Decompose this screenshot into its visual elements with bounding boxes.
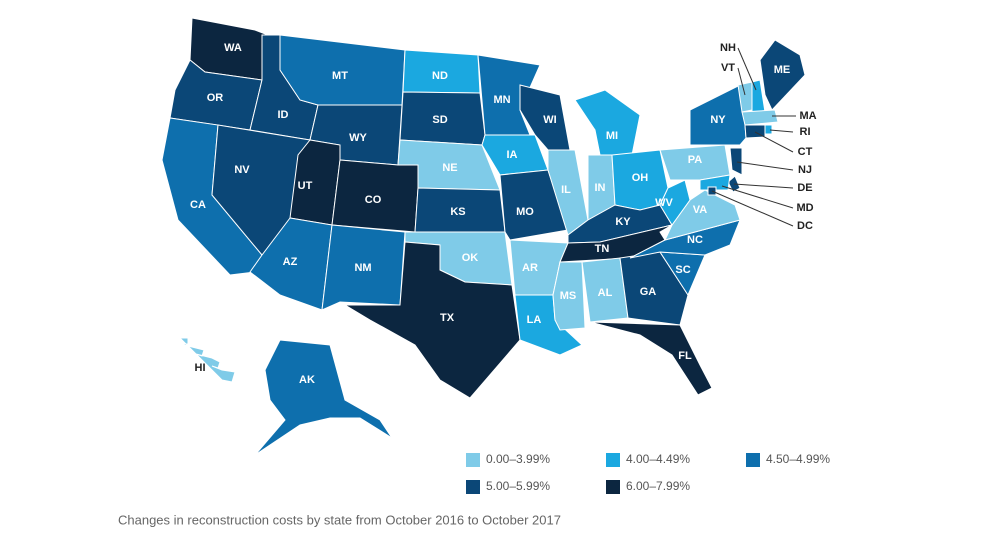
state-label: AL <box>598 287 613 299</box>
state-label: LA <box>527 314 542 326</box>
state-label: MS <box>560 290 577 302</box>
state-label: OH <box>632 172 649 184</box>
state-shape <box>178 337 236 383</box>
state-label: CT <box>798 146 813 158</box>
state-label: WA <box>224 42 242 54</box>
state-shape <box>559 224 673 263</box>
state-label: OK <box>462 252 479 264</box>
state-label: TN <box>595 243 610 255</box>
state-label: SD <box>432 114 447 126</box>
state-shape <box>343 241 521 399</box>
state-label: ID <box>278 109 289 121</box>
state-label: AK <box>299 374 315 386</box>
legend-swatch <box>466 480 480 494</box>
state-label: AZ <box>283 256 298 268</box>
leader-line <box>769 129 794 133</box>
state-label: UT <box>298 180 313 192</box>
state-label: DC <box>797 220 813 232</box>
legend-swatch <box>606 480 620 494</box>
legend-swatch <box>466 453 480 467</box>
state-label: NJ <box>798 164 812 176</box>
state-shape <box>741 109 779 126</box>
legend-swatch <box>746 453 760 467</box>
state-label: FL <box>678 350 692 362</box>
legend-label: 5.00–5.99% <box>486 479 550 493</box>
state-label: NY <box>710 114 726 126</box>
leader-line <box>721 185 794 209</box>
state-label: MN <box>493 94 510 106</box>
state-label: SC <box>675 264 690 276</box>
state-label: WI <box>543 114 556 126</box>
state-label: MI <box>606 130 618 142</box>
state-shape <box>477 54 541 136</box>
legend-label: 4.00–4.49% <box>626 452 690 466</box>
leader-line <box>736 161 794 171</box>
state-shape <box>729 147 743 176</box>
state-shape <box>759 39 806 111</box>
state-label: VT <box>721 62 735 74</box>
state-label: DE <box>797 182 812 194</box>
state-label: NV <box>234 164 250 176</box>
state-label: IN <box>595 182 606 194</box>
state-label: WV <box>655 197 673 209</box>
state-label: MA <box>799 110 816 122</box>
state-label: HI <box>195 362 206 374</box>
state-label: KY <box>615 216 631 228</box>
state-label: GA <box>640 286 657 298</box>
states <box>161 17 806 456</box>
state-shape <box>589 321 713 396</box>
leader-line <box>711 190 794 227</box>
state-label: WY <box>349 132 367 144</box>
state-label: PA <box>688 154 703 166</box>
state-labels: WA OR CA ID NV MT WY UT CO AZ NM ND SD NE KS OK TX MN IA MO… <box>190 42 817 386</box>
caption: Changes in reconstruction costs by state… <box>118 512 561 527</box>
state-label: VA <box>693 204 708 216</box>
state-shape <box>764 124 773 135</box>
leader-line <box>754 131 794 153</box>
state-label: OR <box>207 92 224 104</box>
state-label: AR <box>522 262 538 274</box>
leader-line <box>733 183 794 189</box>
state-label: MO <box>516 206 534 218</box>
state-label: ME <box>774 64 791 76</box>
state-label: RI <box>800 126 811 138</box>
leader-line <box>737 67 746 96</box>
state-label: ND <box>432 70 448 82</box>
state-shape <box>321 224 406 311</box>
state-label: IA <box>507 149 518 161</box>
state-label: NH <box>720 42 736 54</box>
legend-label: 4.50–4.99% <box>766 452 830 466</box>
state-shape <box>659 179 691 226</box>
state-label: MT <box>332 70 348 82</box>
state-label: TX <box>440 312 455 324</box>
state-label: KS <box>450 206 465 218</box>
state-label: NC <box>687 234 703 246</box>
state-label: NE <box>442 162 457 174</box>
state-label: CO <box>365 194 382 206</box>
state-label: CA <box>190 199 206 211</box>
state-label: MD <box>796 202 813 214</box>
state-label: IL <box>561 184 571 196</box>
legend-label: 6.00–7.99% <box>626 479 690 493</box>
legend-label: 0.00–3.99% <box>486 452 550 466</box>
state-shape <box>574 89 641 156</box>
legend: 0.00–3.99% 4.00–4.49% 4.50–4.99% 5.00–5.99%… <box>466 452 830 494</box>
state-shape <box>254 339 393 456</box>
state-shape <box>499 169 569 241</box>
leader-line <box>737 47 757 91</box>
legend-swatch <box>606 453 620 467</box>
state-label: NM <box>354 262 371 274</box>
